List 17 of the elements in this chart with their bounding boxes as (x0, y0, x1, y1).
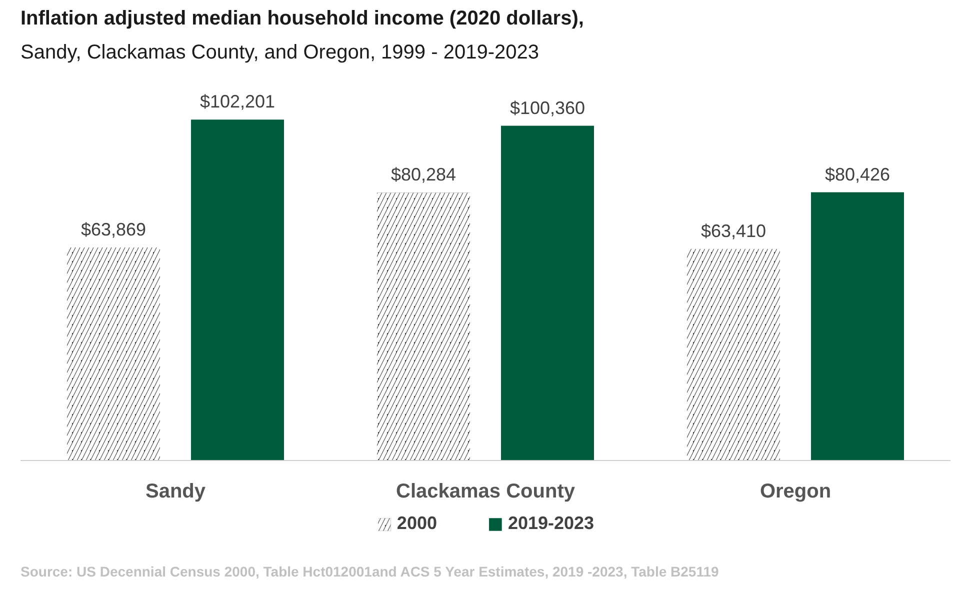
data-label: $102,201 (200, 92, 276, 112)
legend-label: 2019-2023 (508, 513, 594, 534)
data-label: $63,869 (80, 219, 146, 240)
data-label: $100,360 (510, 98, 586, 118)
bar (501, 126, 594, 460)
data-label: $63,410 (700, 221, 766, 242)
x-tick-label: Oregon (760, 480, 832, 502)
data-label: $80,426 (824, 164, 890, 184)
bar (811, 192, 904, 460)
chart-title: Inflation adjusted median household income (2020 dollars), (20, 8, 584, 30)
bar (191, 120, 284, 460)
chart-subtitle: Sandy, Clackamas County, and Oregon, 1999 - 2019-2023 (20, 42, 539, 64)
x-tick-label: Clackamas County (396, 480, 576, 502)
legend-label: 2000 (396, 513, 437, 534)
source-note: Source: US Decennial Census 2000, Table Hct012001and ACS 5 Year Estimates, 2019 -2023, Table B25119 (20, 564, 720, 580)
data-label: $80,284 (390, 164, 456, 185)
x-tick-label: Sandy (145, 480, 206, 502)
